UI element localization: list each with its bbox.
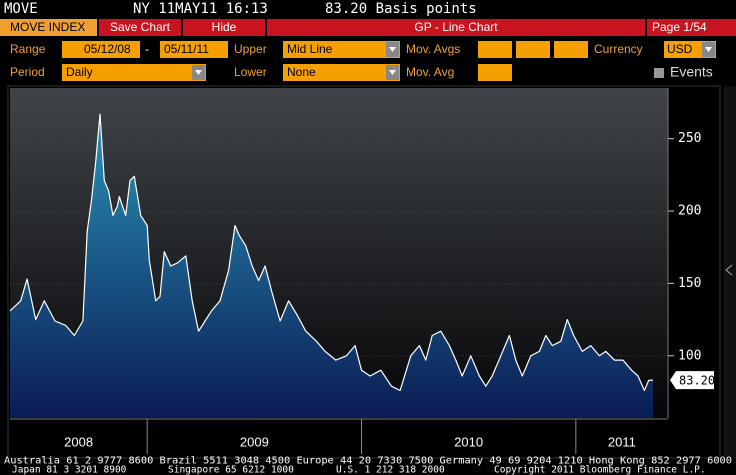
scroll-arrow (725, 264, 733, 276)
mov-avg-input[interactable] (478, 64, 512, 81)
arrow-icon (389, 47, 396, 52)
x-tick-label: 2011 (608, 434, 636, 449)
upper-label: Upper (234, 42, 267, 56)
period-select[interactable] (62, 64, 206, 81)
title-bar (267, 19, 645, 36)
price: 83.20 Basis points (325, 1, 477, 17)
chart-type-title: GP - Line Chart (414, 20, 498, 34)
timestamp: NY 11MAY11 16:13 (133, 1, 268, 17)
mov-avg-input[interactable] (478, 41, 512, 58)
hide-button[interactable] (183, 19, 265, 36)
mov-avgs-label: Mov. Avgs (406, 42, 460, 56)
currency-label: Currency (594, 42, 643, 56)
page-box[interactable] (647, 19, 736, 36)
line (9, 113, 654, 392)
tab[interactable] (0, 19, 97, 36)
y-tick-label: 150 (678, 276, 701, 291)
footer-item: Singapore 65 6212 1000 (168, 465, 294, 475)
area (10, 114, 653, 418)
footer-line: Australia 61 2 9777 8600 Brazil 5511 304… (4, 456, 732, 467)
mov-avg-label: Mov. Avg (406, 65, 454, 79)
hide-label: Hide (212, 20, 237, 34)
y-tick-label: 100 (678, 348, 701, 363)
events-checkbox[interactable] (654, 68, 664, 78)
last-value-label: 83.20 (679, 374, 715, 388)
events-label: Events (670, 64, 713, 80)
upper-value: Mid Line (287, 42, 333, 56)
save-button[interactable] (99, 19, 181, 36)
x-tick-label: 2008 (64, 434, 93, 449)
y-tick-label: 250 (678, 131, 701, 146)
save-label: Save Chart (110, 20, 171, 34)
arrow-icon (705, 47, 712, 52)
range-label: Range (10, 42, 46, 56)
lower-select[interactable] (283, 64, 400, 81)
start-date: 05/12/08 (84, 42, 131, 56)
ticker: MOVE (4, 1, 38, 17)
period-value: Daily (66, 65, 93, 79)
footer-item: Japan 81 3 3201 8900 (12, 465, 127, 475)
footer-item: Copyright 2011 Bloomberg Finance L.P. (494, 465, 706, 475)
period-label: Period (10, 65, 45, 79)
range-dash: - (145, 42, 149, 56)
x-tick-label: 2010 (454, 434, 483, 449)
y-tick-label: 200 (678, 204, 701, 219)
scrollbar[interactable] (724, 86, 736, 458)
footer-item: U.S. 1 212 318 2000 (336, 465, 445, 475)
start-input[interactable] (62, 41, 140, 58)
x-tick-label: 2009 (240, 434, 269, 449)
lower-value: None (287, 65, 316, 79)
plot: 100 150 200 250 2008 2009 2010 2011 83.20 (9, 88, 715, 454)
end-date: 05/11/11 (164, 42, 209, 56)
mov-avg-input[interactable] (554, 41, 588, 58)
arrow-icon (195, 70, 202, 75)
arrow-icon (389, 70, 396, 75)
last-value-tag (670, 371, 714, 390)
end-input[interactable] (160, 41, 228, 58)
mov-avg-input[interactable] (516, 41, 550, 58)
tab-label: MOVE INDEX (10, 20, 85, 34)
lower-label: Lower (234, 65, 267, 79)
page-label: Page 1/54 (652, 20, 707, 34)
upper-select[interactable] (283, 41, 400, 58)
currency-value: USD (667, 42, 693, 56)
